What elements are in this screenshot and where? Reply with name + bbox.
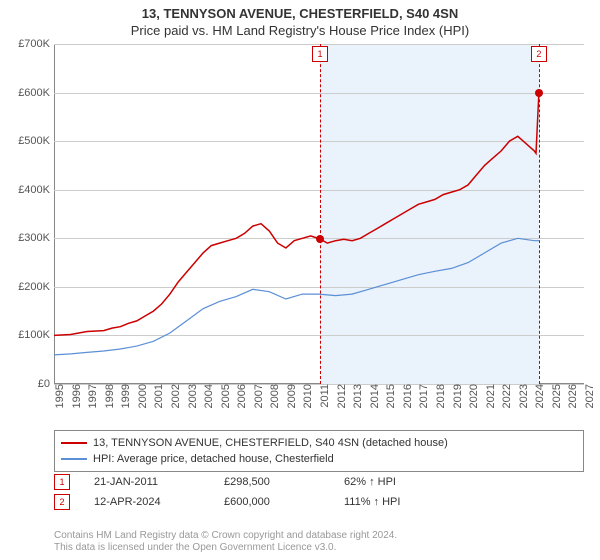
footer-line: This data is licensed under the Open Gov…	[54, 542, 397, 554]
x-tick-label: 2008	[265, 384, 281, 408]
y-tick-label: £100K	[18, 329, 54, 341]
footer-attribution: Contains HM Land Registry data © Crown c…	[54, 530, 397, 554]
sale-marker-icon: 1	[54, 474, 70, 490]
x-tick-label: 2021	[481, 384, 497, 408]
x-tick-label: 2005	[216, 384, 232, 408]
x-tick-label: 2009	[282, 384, 298, 408]
sale-hpi: 62% ↑ HPI	[344, 476, 474, 488]
x-tick-label: 1995	[50, 384, 66, 408]
y-tick-label: £600K	[18, 87, 54, 99]
x-tick-label: 2015	[381, 384, 397, 408]
footer-line: Contains HM Land Registry data © Crown c…	[54, 530, 397, 542]
legend: 13, TENNYSON AVENUE, CHESTERFIELD, S40 4…	[54, 430, 584, 472]
y-tick-label: £700K	[18, 38, 54, 50]
series-line	[54, 93, 539, 336]
sale-marker-icon: 2	[531, 46, 547, 62]
x-tick-label: 1998	[100, 384, 116, 408]
x-tick-label: 1999	[116, 384, 132, 408]
x-tick-label: 2016	[398, 384, 414, 408]
x-tick-label: 2006	[232, 384, 248, 408]
x-tick-label: 2000	[133, 384, 149, 408]
legend-swatch	[61, 458, 87, 460]
chart-svg	[54, 44, 584, 384]
legend-item: 13, TENNYSON AVENUE, CHESTERFIELD, S40 4…	[61, 435, 577, 451]
x-tick-label: 1996	[67, 384, 83, 408]
x-tick-label: 2024	[530, 384, 546, 408]
x-tick-label: 2023	[514, 384, 530, 408]
x-tick-label: 2003	[183, 384, 199, 408]
sale-point-dot	[535, 89, 543, 97]
x-tick-label: 2010	[298, 384, 314, 408]
x-tick-label: 2020	[464, 384, 480, 408]
x-tick-label: 2012	[332, 384, 348, 408]
sale-point-dot	[316, 235, 324, 243]
legend-label: HPI: Average price, detached house, Ches…	[93, 453, 334, 465]
sale-price: £600,000	[224, 496, 344, 508]
x-tick-label: 2001	[149, 384, 165, 408]
y-tick-label: £300K	[18, 232, 54, 244]
x-tick-label: 2026	[563, 384, 579, 408]
x-tick-label: 2017	[414, 384, 430, 408]
chart-title: 13, TENNYSON AVENUE, CHESTERFIELD, S40 4…	[0, 0, 600, 21]
sale-date: 21-JAN-2011	[94, 476, 224, 488]
chart-plot-area: £0£100K£200K£300K£400K£500K£600K£700K199…	[54, 44, 584, 384]
sale-date: 12-APR-2024	[94, 496, 224, 508]
x-tick-label: 1997	[83, 384, 99, 408]
x-tick-label: 2027	[580, 384, 596, 408]
series-line	[54, 238, 539, 355]
x-tick-label: 2002	[166, 384, 182, 408]
x-tick-label: 2004	[199, 384, 215, 408]
y-tick-label: £500K	[18, 135, 54, 147]
sales-table: 1 21-JAN-2011£298,50062% ↑ HPI 2 12-APR-202…	[54, 472, 474, 512]
x-tick-label: 2011	[315, 384, 331, 408]
x-tick-label: 2013	[348, 384, 364, 408]
legend-label: 13, TENNYSON AVENUE, CHESTERFIELD, S40 4…	[93, 437, 448, 449]
sale-row: 1 21-JAN-2011£298,50062% ↑ HPI	[54, 472, 474, 492]
legend-item: HPI: Average price, detached house, Ches…	[61, 451, 577, 467]
x-tick-label: 2022	[497, 384, 513, 408]
y-tick-label: £400K	[18, 184, 54, 196]
sale-marker-icon: 2	[54, 494, 70, 510]
x-tick-label: 2018	[431, 384, 447, 408]
legend-swatch	[61, 442, 87, 444]
sale-hpi: 111% ↑ HPI	[344, 496, 474, 508]
x-tick-label: 2019	[448, 384, 464, 408]
x-tick-label: 2007	[249, 384, 265, 408]
chart-subtitle: Price paid vs. HM Land Registry's House …	[0, 21, 600, 38]
sale-row: 2 12-APR-2024£600,000111% ↑ HPI	[54, 492, 474, 512]
x-tick-label: 2025	[547, 384, 563, 408]
y-tick-label: £200K	[18, 281, 54, 293]
sale-price: £298,500	[224, 476, 344, 488]
sale-marker-icon: 1	[312, 46, 328, 62]
x-tick-label: 2014	[365, 384, 381, 408]
